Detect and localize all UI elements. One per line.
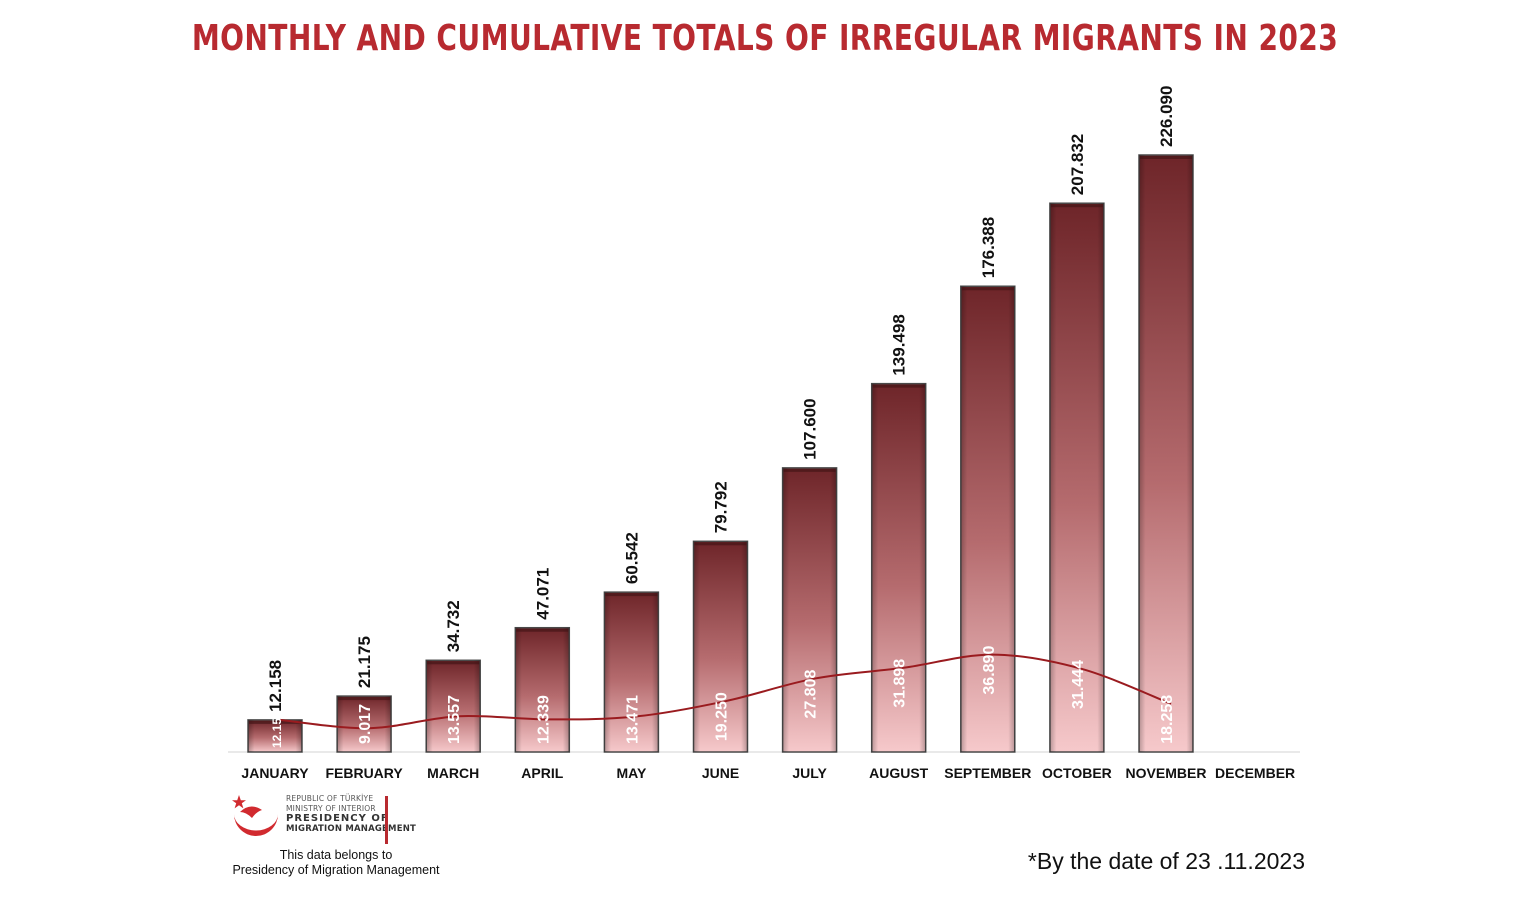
bar-august — [870, 382, 927, 753]
x-tick-label: NOVEMBER — [1126, 765, 1207, 781]
logo-line-presidency: PRESIDENCY OF — [286, 813, 389, 824]
bar-september — [960, 285, 1016, 753]
monthly-value-label: 19.250 — [714, 692, 731, 741]
x-tick-label: OCTOBER — [1042, 765, 1112, 781]
monthly-trend-line — [279, 653, 1172, 730]
monthly-value-label: 27.808 — [803, 670, 820, 719]
date-footnote: *By the date of 23 .11.2023 — [1027, 848, 1305, 874]
monthly-value-label: 12.339 — [535, 695, 552, 744]
cumulative-value-label: 12.158 — [266, 660, 285, 712]
monthly-value-label: 9.017 — [357, 704, 374, 744]
monthly-value-label: 12.158 — [270, 711, 284, 748]
x-tick-label: SEPTEMBER — [944, 765, 1031, 781]
logo-caption-line2: Presidency of Migration Management — [232, 863, 440, 877]
x-tick-label: JANUARY — [241, 765, 309, 781]
cumulative-value-label: 207.832 — [1068, 134, 1087, 195]
bar-march — [425, 659, 481, 753]
logo-caption-line1: This data belongs to — [279, 848, 393, 862]
logo-line-migration: MIGRATION MANAGEMENT — [286, 824, 417, 834]
monthly-value-label: 31.898 — [892, 659, 909, 708]
x-tick-label: FEBRUARY — [325, 765, 403, 781]
bar-february — [336, 695, 392, 753]
bar-october — [1049, 202, 1105, 753]
monthly-value-label: 13.557 — [446, 695, 463, 744]
cumulative-value-label: 107.600 — [801, 398, 820, 459]
cumulative-value-label: 226.090 — [1157, 86, 1176, 147]
cumulative-value-label: 34.732 — [444, 600, 463, 652]
logo-caption: This data belongs to Presidency of Migra… — [228, 848, 444, 878]
monthly-value-label: 18.258 — [1159, 695, 1176, 744]
monthly-value-label: 13.471 — [624, 695, 641, 744]
bar-july — [781, 467, 838, 753]
logo-line-ministry: MINISTRY OF INTERIOR — [286, 804, 376, 813]
x-tick-label: MARCH — [427, 765, 479, 781]
bar-november — [1138, 154, 1194, 753]
bar-may — [603, 591, 660, 753]
x-tick-label: DECEMBER — [1215, 765, 1295, 781]
bar-january — [247, 719, 303, 753]
cumulative-value-label: 176.388 — [979, 217, 998, 278]
cumulative-value-label: 79.792 — [712, 481, 731, 533]
cumulative-value-label: 139.498 — [890, 314, 909, 375]
monthly-value-label: 36.890 — [981, 646, 998, 695]
x-tick-label: MAY — [616, 765, 646, 781]
cumulative-value-label: 47.071 — [533, 568, 552, 620]
logo-line-republic: REPUBLIC OF TÜRKİYE — [286, 794, 374, 803]
crescent-star-icon — [232, 795, 278, 836]
bar-april — [514, 626, 571, 753]
cumulative-value-label: 21.175 — [355, 636, 374, 688]
bar-june — [692, 540, 749, 753]
cumulative-value-label: 60.542 — [622, 532, 641, 584]
chart-title: MONTHLY AND CUMULATIVE TOTALS OF IRREGUL… — [191, 18, 1339, 59]
x-tick-label: JUNE — [702, 765, 739, 781]
logo-divider — [385, 796, 388, 844]
presidency-logo: REPUBLIC OF TÜRKİYE MINISTRY OF INTERIOR… — [228, 792, 468, 892]
x-tick-label: JULY — [792, 765, 827, 781]
x-tick-label: AUGUST — [869, 765, 929, 781]
x-tick-label: APRIL — [521, 765, 563, 781]
monthly-value-label: 31.444 — [1070, 660, 1087, 709]
